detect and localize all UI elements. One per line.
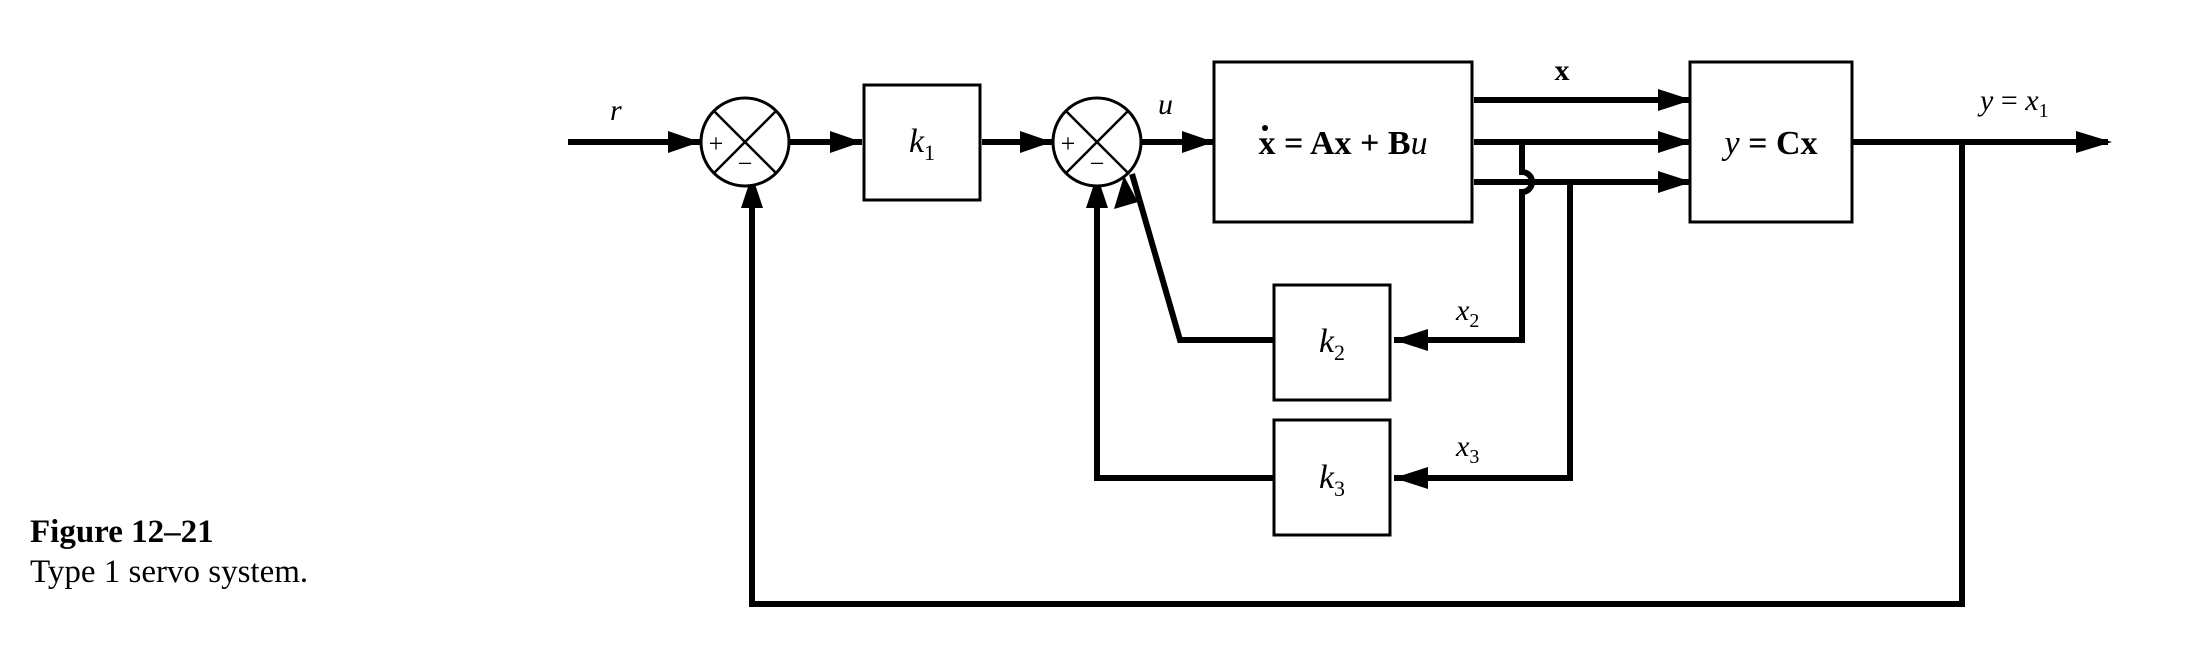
signal-x-label: x xyxy=(1555,54,1570,87)
arrowhead-into-sj1 xyxy=(668,131,700,153)
sj1-minus-sign: − xyxy=(738,149,753,178)
state-equation-label: x = Ax + Bu xyxy=(1258,125,1427,162)
output-equation-label: y = Cx xyxy=(1721,125,1817,162)
k2-to-sj2-line xyxy=(1129,173,1274,343)
arrowhead-into-state-block xyxy=(1182,131,1214,153)
output-equation-block xyxy=(1688,60,1854,224)
k1-label: k1 xyxy=(909,123,935,165)
summing-junction-2: + − xyxy=(1051,96,1143,188)
arrowhead-into-sj2 xyxy=(1020,131,1052,153)
signal-x2-label: x2 xyxy=(1455,294,1479,332)
signal-r-label: r xyxy=(610,94,622,127)
k3-to-sj2-line xyxy=(1094,175,1274,481)
sj2-plus-sign: + xyxy=(1061,129,1076,158)
sj1-plus-sign: + xyxy=(709,129,724,158)
unity-feedback-line xyxy=(749,142,1965,607)
k3-block xyxy=(1272,418,1392,537)
arrowhead-x-line-2 xyxy=(1658,131,1692,153)
arrowhead-into-k1 xyxy=(830,131,862,153)
figure-caption-text: Type 1 servo system. xyxy=(30,554,309,590)
k1-block xyxy=(862,83,982,202)
arrowhead-k2-into-sj2 xyxy=(1114,176,1138,209)
arrowhead-feedback-into-sj1 xyxy=(741,175,763,208)
figure-caption: Figure 12–21 Type 1 servo system. xyxy=(30,512,308,592)
figure-number: Figure 12–21 xyxy=(30,514,214,550)
summing-junction-1: + − xyxy=(699,96,791,188)
arrowhead-x-line-1 xyxy=(1658,89,1692,111)
k2-block xyxy=(1272,283,1392,402)
signal-y-label: y = x1 xyxy=(1977,84,2049,122)
signal-u-label: u xyxy=(1158,88,1173,121)
x3-feedback-line xyxy=(1394,182,1573,481)
arrowhead-into-k2 xyxy=(1394,329,1428,351)
k2-label: k2 xyxy=(1319,323,1345,365)
x-dot-overdot xyxy=(1262,125,1268,131)
arrowhead-k3-into-sj2 xyxy=(1086,175,1108,208)
k3-label: k3 xyxy=(1319,459,1345,501)
state-equation-block xyxy=(1212,60,1474,224)
x2-feedback-line xyxy=(1394,142,1535,343)
arrowhead-into-k3 xyxy=(1394,467,1428,489)
arrowhead-x-line-3 xyxy=(1658,171,1692,193)
sj2-minus-sign: − xyxy=(1090,149,1105,178)
arrowhead-output-y xyxy=(2076,131,2112,153)
signal-x3-label: x3 xyxy=(1455,430,1479,468)
